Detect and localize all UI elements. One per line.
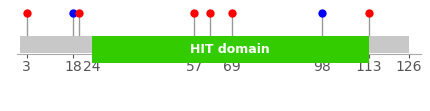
Text: HIT domain: HIT domain <box>190 43 270 56</box>
